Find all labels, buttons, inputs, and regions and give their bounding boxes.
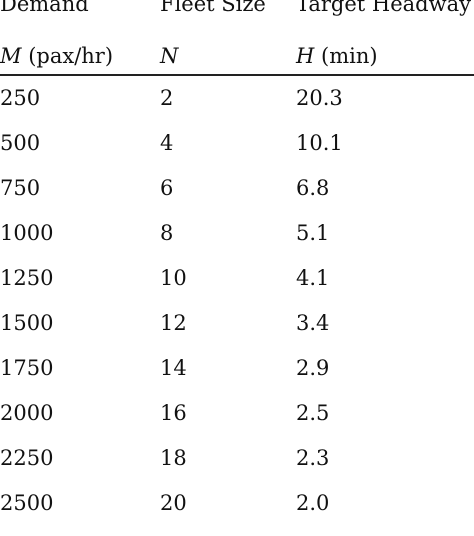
cell-demand: 2000 bbox=[0, 401, 54, 425]
cell-target-headway: 6.8 bbox=[296, 176, 330, 200]
cell-demand: 2250 bbox=[0, 446, 54, 470]
header-fleet-size: Fleet Size bbox=[160, 0, 266, 16]
table-row: 2500 20 2.0 bbox=[0, 491, 474, 536]
unit-min: (min) bbox=[321, 44, 378, 68]
cell-fleet-size: 4 bbox=[160, 131, 174, 155]
cell-target-headway: 3.4 bbox=[296, 311, 330, 335]
header-demand: Demand bbox=[0, 0, 89, 16]
header-row-symbols: M (pax/hr) N H (min) bbox=[0, 44, 474, 90]
cell-fleet-size: 6 bbox=[160, 176, 174, 200]
cell-demand: 1250 bbox=[0, 266, 54, 290]
cell-target-headway: 20.3 bbox=[296, 86, 343, 110]
header-row-labels: Demand Fleet Size Target Headway bbox=[0, 0, 474, 45]
table-row: 500 4 10.1 bbox=[0, 131, 474, 176]
cell-fleet-size: 20 bbox=[160, 491, 187, 515]
cell-target-headway: 2.5 bbox=[296, 401, 330, 425]
header-demand-symbol-unit: M (pax/hr) bbox=[0, 44, 113, 89]
cell-demand: 2500 bbox=[0, 491, 54, 515]
table-row: 750 6 6.8 bbox=[0, 176, 474, 221]
table-row: 2000 16 2.5 bbox=[0, 401, 474, 446]
unit-pax-hr: (pax/hr) bbox=[28, 44, 114, 68]
cell-demand: 250 bbox=[0, 86, 41, 110]
header-divider bbox=[0, 74, 474, 76]
cell-target-headway: 2.9 bbox=[296, 356, 330, 380]
cell-fleet-size: 10 bbox=[160, 266, 187, 290]
cell-fleet-size: 18 bbox=[160, 446, 187, 470]
cell-fleet-size: 2 bbox=[160, 86, 174, 110]
data-table: Demand Fleet Size Target Headway M (pax/… bbox=[0, 0, 474, 515]
cell-fleet-size: 16 bbox=[160, 401, 187, 425]
table-body: 250 2 20.3 500 4 10.1 750 6 6.8 1000 8 5… bbox=[0, 86, 474, 536]
cell-fleet-size: 8 bbox=[160, 221, 174, 245]
cell-demand: 750 bbox=[0, 176, 41, 200]
cell-target-headway: 2.3 bbox=[296, 446, 330, 470]
cell-target-headway: 5.1 bbox=[296, 221, 330, 245]
table-row: 1500 12 3.4 bbox=[0, 311, 474, 356]
symbol-h: H bbox=[296, 44, 315, 68]
symbol-n: N bbox=[160, 44, 179, 68]
table-row: 250 2 20.3 bbox=[0, 86, 474, 131]
table-row: 2250 18 2.3 bbox=[0, 446, 474, 491]
table-row: 1250 10 4.1 bbox=[0, 266, 474, 311]
cell-demand: 1750 bbox=[0, 356, 54, 380]
cell-target-headway: 10.1 bbox=[296, 131, 343, 155]
header-target-headway: Target Headway bbox=[296, 0, 471, 16]
cell-fleet-size: 12 bbox=[160, 311, 187, 335]
cell-target-headway: 2.0 bbox=[296, 491, 330, 515]
cell-demand: 1000 bbox=[0, 221, 54, 245]
table-row: 1000 8 5.1 bbox=[0, 221, 474, 266]
header-headway-symbol-unit: H (min) bbox=[296, 44, 378, 89]
symbol-m: M bbox=[0, 44, 22, 68]
cell-fleet-size: 14 bbox=[160, 356, 187, 380]
cell-target-headway: 4.1 bbox=[296, 266, 330, 290]
cell-demand: 1500 bbox=[0, 311, 54, 335]
cell-demand: 500 bbox=[0, 131, 41, 155]
header-fleet-symbol: N bbox=[160, 44, 178, 89]
table-row: 1750 14 2.9 bbox=[0, 356, 474, 401]
